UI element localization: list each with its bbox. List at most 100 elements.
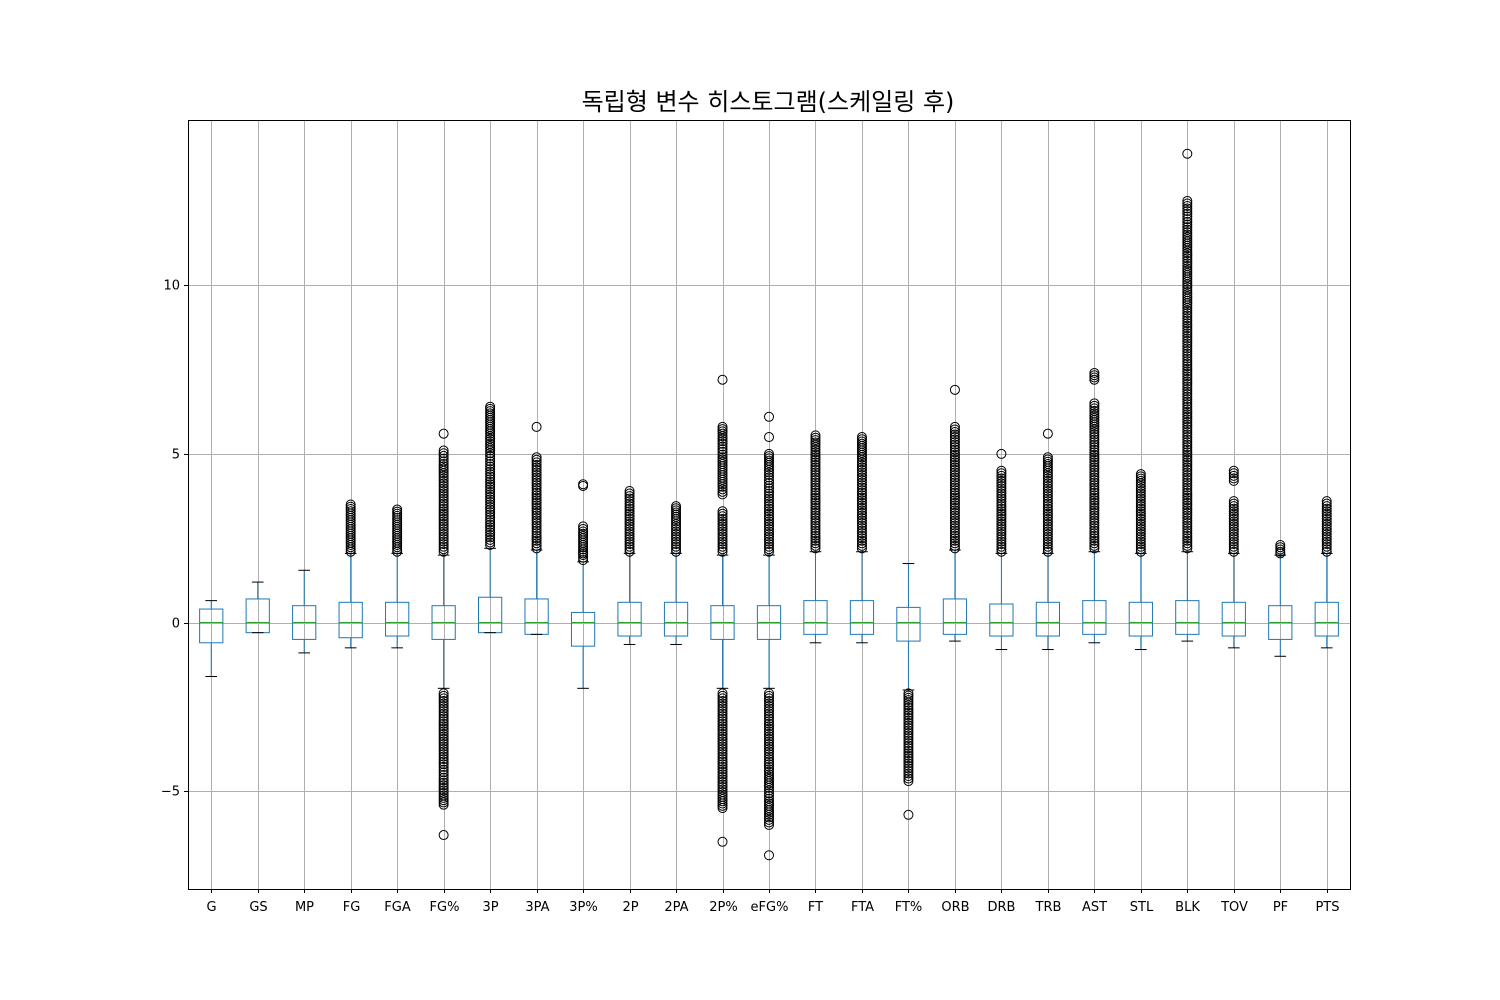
box-pts <box>1314 496 1339 649</box>
flier-point <box>810 472 821 483</box>
flier-point <box>1182 361 1193 372</box>
flier-point <box>717 711 728 722</box>
flier-point <box>1182 507 1193 518</box>
flier-point <box>485 410 496 421</box>
flier-point <box>1182 452 1193 463</box>
flier-point <box>1228 506 1239 517</box>
flier-point <box>1089 449 1100 460</box>
box-iqr <box>1128 601 1153 637</box>
flier-point <box>717 516 728 527</box>
flier-point <box>717 718 728 729</box>
flier-point <box>578 552 589 563</box>
flier-point <box>949 454 960 465</box>
box-fga <box>385 504 410 649</box>
flier-point <box>1182 308 1193 319</box>
flier-point <box>1042 473 1053 484</box>
flier-point <box>1321 539 1332 550</box>
flier-point <box>903 697 914 708</box>
flier-point <box>671 531 682 542</box>
flier-point <box>856 530 867 541</box>
flier-point <box>856 512 867 523</box>
flier-point <box>1228 529 1239 540</box>
flier-point <box>1182 543 1193 554</box>
flier-point <box>949 540 960 551</box>
flier-point <box>764 850 774 861</box>
flier-point <box>1135 516 1146 527</box>
flier-point <box>624 521 635 532</box>
flier-point <box>764 711 774 722</box>
flier-point <box>996 546 1007 557</box>
flier-point <box>1182 338 1193 349</box>
flier-point <box>764 736 774 747</box>
flier-point <box>903 707 914 718</box>
flier-point <box>1042 503 1053 514</box>
flier-point <box>764 511 774 522</box>
flier-point <box>438 780 449 791</box>
flier-point <box>624 516 635 527</box>
flier-point <box>949 497 960 508</box>
flier-point <box>1182 248 1193 259</box>
flier-point <box>1182 459 1193 470</box>
flier-point <box>903 776 914 787</box>
flier-point <box>996 468 1007 479</box>
box-g <box>199 600 224 678</box>
flier-point <box>949 462 960 473</box>
flier-point <box>1135 511 1146 522</box>
flier-point <box>1182 457 1193 468</box>
flier-point <box>624 541 635 552</box>
flier-point <box>485 443 496 454</box>
flier-point <box>1228 544 1239 555</box>
flier-point <box>717 741 728 752</box>
flier-point <box>1182 528 1193 539</box>
flier-point <box>531 530 542 541</box>
flier-point <box>1089 398 1100 409</box>
flier-point <box>438 830 449 841</box>
flier-point <box>717 544 728 555</box>
box-iqr <box>849 600 875 635</box>
flier-point <box>949 515 960 526</box>
flier-point <box>531 515 542 526</box>
flier-point <box>438 746 449 757</box>
flier-point <box>1135 526 1146 537</box>
flier-point <box>1182 480 1193 491</box>
flier-point <box>1182 437 1193 448</box>
flier-point <box>996 531 1007 542</box>
flier-point <box>1089 454 1100 465</box>
flier-point <box>1089 505 1100 516</box>
flier-point <box>764 713 774 724</box>
flier-point <box>1182 323 1193 334</box>
flier-point <box>1182 401 1193 412</box>
flier-point <box>1182 434 1193 445</box>
flier-point <box>671 518 682 529</box>
flier-point <box>1042 523 1053 534</box>
flier-point <box>438 736 449 747</box>
flier-point <box>438 544 449 555</box>
flier-point <box>764 475 774 486</box>
flier-point <box>717 774 728 785</box>
flier-point <box>1182 201 1193 212</box>
flier-point <box>717 521 728 532</box>
flier-point <box>531 540 542 551</box>
x-axis: G GS MP FG FGA FG% 3P 3PA 3P% 2P 2PA 2P% eFG% FT FTA FT… <box>206 889 1340 915</box>
flier-point <box>1042 486 1053 497</box>
flier-point <box>717 693 728 704</box>
flier-point <box>438 741 449 752</box>
flier-point <box>671 544 682 555</box>
flier-point <box>764 493 774 504</box>
flier-point <box>764 785 774 796</box>
flier-point <box>531 518 542 529</box>
flier-point <box>531 457 542 468</box>
box-ft-pct <box>896 563 921 820</box>
flier-point <box>1135 529 1146 540</box>
flier-point <box>1182 376 1193 387</box>
flier-point <box>438 498 449 509</box>
flier-point <box>1321 523 1332 534</box>
flier-point <box>485 403 496 414</box>
flier-point <box>996 503 1007 514</box>
flier-point <box>1182 406 1193 417</box>
flier-point <box>1182 490 1193 501</box>
flier-point <box>856 459 867 470</box>
flier-point <box>764 812 774 823</box>
flier-point <box>485 476 496 487</box>
flier-point <box>764 453 774 464</box>
